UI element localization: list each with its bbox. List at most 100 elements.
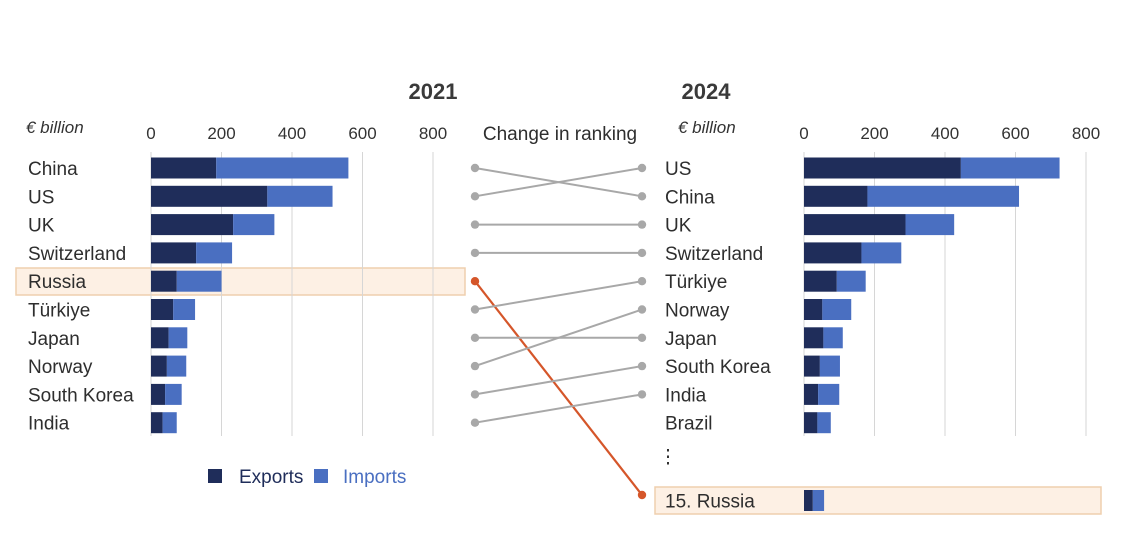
ranking-dot-2021-india	[470, 418, 480, 427]
ranking-ellipsis: ⋮	[659, 447, 678, 468]
bar-2021-india-imports	[162, 412, 177, 434]
category-label-2024-china: China	[665, 187, 715, 208]
category-label-2024-norway: Norway	[665, 301, 730, 322]
category-label-2024-switzerland: Switzerland	[665, 244, 763, 265]
bar-2021-south-korea-imports	[165, 383, 182, 405]
category-label-2024-brazil: Brazil	[665, 414, 713, 435]
ranking-header: Change in ranking	[483, 124, 637, 145]
x-tick-2021-0: 0	[146, 124, 155, 143]
category-label-2021-south-korea: South Korea	[28, 385, 134, 406]
ranking-dot-2021-uk	[470, 220, 480, 229]
x-tick-2021-400: 400	[278, 124, 306, 143]
ranking-dot-2024-south-korea	[637, 361, 647, 371]
bar-2024-uk-exports	[804, 214, 906, 236]
ranking-dot-2021-china	[470, 163, 480, 173]
bar-2021-t-rkiye-exports	[151, 299, 174, 320]
category-label-2024-uk: UK	[665, 216, 692, 237]
category-label-2024-south-korea: South Korea	[665, 357, 771, 378]
bar-2024-switzerland-exports	[804, 242, 862, 264]
category-label-2021-japan: Japan	[28, 329, 80, 350]
bar-2024-russia-exports	[804, 490, 813, 511]
ranking-dot-2024-switzerland	[637, 248, 647, 258]
legend: Exports Imports	[208, 467, 406, 488]
bar-2021-norway-imports	[166, 355, 187, 377]
bar-2024-japan-imports	[823, 327, 843, 349]
category-label-2021-russia: Russia	[28, 272, 87, 293]
ranking-line-russia	[474, 280, 643, 496]
ranking-dot-2021-russia	[470, 277, 480, 286]
bar-2021-us-exports	[151, 185, 268, 207]
category-label-2021-uk: UK	[28, 216, 55, 237]
ranking-dot-2021-switzerland	[470, 248, 480, 258]
ranking-dot-2021-japan	[470, 333, 480, 342]
ranking-line-t-rkiye	[474, 280, 643, 311]
category-label-2024-india: India	[665, 385, 707, 406]
ranking-dot-2021-norway	[470, 361, 480, 371]
bar-2024-uk-imports	[905, 214, 955, 236]
bar-2021-india-exports	[151, 412, 163, 434]
x-tick-2024-600: 600	[1001, 124, 1029, 143]
bar-2021-norway-exports	[151, 355, 167, 377]
bar-2021-switzerland-imports	[196, 242, 233, 264]
x-tick-2021-800: 800	[419, 124, 447, 143]
bar-2024-south-korea-exports	[804, 355, 820, 377]
bar-2024-south-korea-imports	[819, 355, 840, 377]
ranking-dot-2024-russia	[637, 490, 647, 500]
bar-2021-uk-exports	[151, 214, 234, 236]
legend-swatch-imports	[314, 469, 328, 483]
category-label-2024-t-rkiye: Türkiye	[665, 272, 727, 293]
x-tick-2024-0: 0	[799, 124, 808, 143]
x-tick-2024-400: 400	[931, 124, 959, 143]
bar-2024-japan-exports	[804, 327, 824, 349]
ranking-line-india	[474, 393, 643, 424]
ranking-dot-2021-us	[470, 192, 480, 201]
bar-2021-t-rkiye-imports	[173, 299, 196, 320]
bar-2024-t-rkiye-imports	[836, 270, 866, 292]
bar-2024-norway-imports	[822, 299, 852, 320]
ranking-line-us	[474, 167, 643, 198]
category-label-2021-t-rkiye: Türkiye	[28, 301, 90, 322]
category-label-2021-china: China	[28, 159, 78, 180]
unit-label-2021: € billion	[26, 118, 84, 137]
bar-2024-brazil-exports	[804, 412, 818, 434]
russia-highlight-band-2021	[15, 267, 466, 296]
category-label-2024-us: US	[665, 159, 691, 180]
chart-title-2024: 2024	[682, 79, 732, 104]
ranking-line-norway	[474, 308, 643, 368]
x-tick-2024-200: 200	[860, 124, 888, 143]
bar-2024-india-imports	[818, 383, 840, 405]
bar-2024-us-imports	[960, 157, 1060, 179]
ranking-line-south-korea	[474, 365, 643, 396]
bar-2024-switzerland-imports	[861, 242, 902, 264]
ranking-dot-2024-china	[637, 192, 647, 201]
category-label-2024-rank-15-russia: 15. Russia	[665, 492, 755, 513]
ranking-dot-2021-t-rkiye	[470, 305, 480, 314]
bar-2024-china-imports	[867, 185, 1020, 207]
bar-2021-japan-exports	[151, 327, 169, 349]
chart-title-2021: 2021	[409, 79, 458, 104]
russia-highlight-band-2024	[654, 486, 1102, 515]
category-label-2021-india: India	[28, 414, 70, 435]
ranking-dot-2021-south-korea	[470, 390, 480, 399]
ranking-dot-2024-uk	[637, 220, 647, 229]
ranking-dot-2024-us	[637, 163, 647, 173]
bar-2021-uk-imports	[233, 214, 275, 236]
bar-2021-russia-imports	[176, 270, 222, 292]
legend-swatch-exports	[208, 469, 222, 483]
ranking-dot-2024-india	[637, 390, 647, 399]
ranking-dot-2024-t-rkiye	[637, 277, 647, 286]
category-label-2024-japan: Japan	[665, 329, 717, 350]
bar-2021-japan-imports	[168, 327, 188, 349]
bar-2024-india-exports	[804, 383, 819, 405]
category-label-2021-norway: Norway	[28, 357, 93, 378]
legend-label-exports: Exports	[239, 467, 303, 488]
bar-2024-t-rkiye-exports	[804, 270, 837, 292]
x-tick-2024-800: 800	[1072, 124, 1100, 143]
ranking-dot-2024-japan	[637, 333, 647, 342]
bar-2024-norway-exports	[804, 299, 823, 320]
bar-2021-china-imports	[216, 157, 349, 179]
bar-2021-switzerland-exports	[151, 242, 197, 264]
bar-2024-us-exports	[804, 157, 961, 179]
unit-label-2024: € billion	[678, 118, 736, 137]
bar-2024-brazil-imports	[817, 412, 831, 434]
